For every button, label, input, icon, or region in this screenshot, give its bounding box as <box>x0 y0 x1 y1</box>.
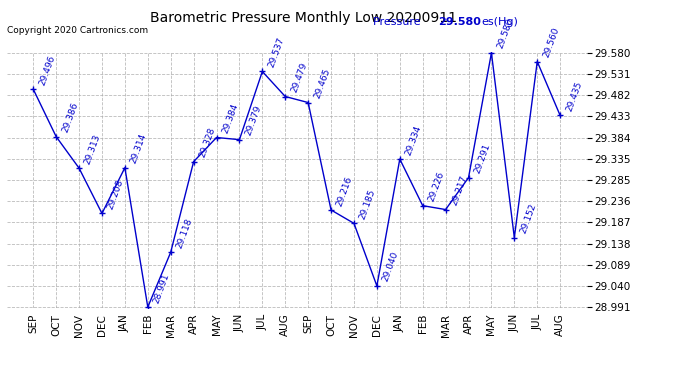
Text: 29.217: 29.217 <box>450 174 469 207</box>
Text: 29.040: 29.040 <box>381 251 400 283</box>
Text: 29.386: 29.386 <box>60 101 79 134</box>
Text: 29.216: 29.216 <box>335 175 355 207</box>
Text: 29.580: 29.580 <box>495 18 515 50</box>
Text: 29.314: 29.314 <box>129 132 148 165</box>
Text: 29.465: 29.465 <box>313 67 331 100</box>
Text: 29.185: 29.185 <box>358 188 377 220</box>
Text: 28.991: 28.991 <box>152 272 171 304</box>
Text: 29.208: 29.208 <box>106 178 126 211</box>
Text: 29.328: 29.328 <box>198 126 217 159</box>
Text: 29.384: 29.384 <box>221 102 240 135</box>
Text: 29.496: 29.496 <box>37 54 57 86</box>
Text: 29.118: 29.118 <box>175 217 194 249</box>
Text: 29.560: 29.560 <box>542 26 561 59</box>
Text: 29.537: 29.537 <box>266 36 286 69</box>
Text: Barometric Pressure Monthly Low 20200911: Barometric Pressure Monthly Low 20200911 <box>150 11 457 25</box>
Text: Copyright 2020 Cartronics.com: Copyright 2020 Cartronics.com <box>7 26 148 35</box>
Text: 29.435: 29.435 <box>564 80 584 113</box>
Text: es(Hg): es(Hg) <box>481 17 518 27</box>
Text: 29.479: 29.479 <box>289 61 308 94</box>
Text: 29.226: 29.226 <box>427 171 446 203</box>
Text: 29.379: 29.379 <box>244 104 263 137</box>
Text: 29.152: 29.152 <box>518 202 538 235</box>
Text: 29.334: 29.334 <box>404 124 423 156</box>
Text: 29.291: 29.291 <box>473 142 492 175</box>
Text: Pressure: Pressure <box>373 17 424 27</box>
Text: 29.580: 29.580 <box>438 17 481 27</box>
Text: 29.313: 29.313 <box>83 133 102 165</box>
